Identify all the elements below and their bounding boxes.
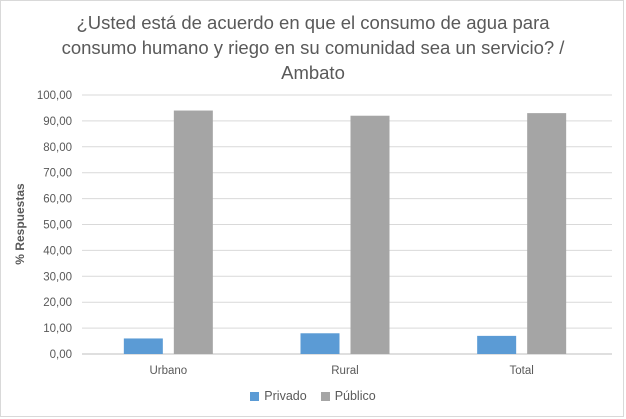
x-tick-label: Total xyxy=(510,365,534,377)
y-tick-label: 60,00 xyxy=(43,194,72,206)
bar-privado-rural xyxy=(300,333,340,354)
bar-pblico-rural xyxy=(350,115,390,354)
legend-label-publico: Público xyxy=(334,389,376,403)
y-tick-label: 20,00 xyxy=(43,297,72,309)
x-tick-label: Urbano xyxy=(149,365,187,377)
y-tick-label: 90,00 xyxy=(43,116,72,128)
legend-item-privado: Privado xyxy=(250,389,307,403)
x-tick-label: Rural xyxy=(331,365,358,377)
bar-pblico-total xyxy=(527,113,567,354)
y-tick-label: 10,00 xyxy=(43,323,72,335)
y-tick-label: 70,00 xyxy=(43,168,72,180)
chart-title: ¿Usted está de acuerdo en que el consumo… xyxy=(61,12,565,83)
legend-item-publico: Público xyxy=(320,389,376,403)
legend-label-privado: Privado xyxy=(264,389,307,403)
legend-swatch-privado xyxy=(250,391,260,401)
y-tick-label: 100,00 xyxy=(37,90,72,102)
y-tick-label: 0,00 xyxy=(50,349,72,361)
chart-legend: Privado Público xyxy=(0,389,626,403)
y-tick-label: 80,00 xyxy=(43,142,72,154)
bar-privado-total xyxy=(477,335,517,354)
y-tick-label: 50,00 xyxy=(43,220,72,232)
y-tick-label: 40,00 xyxy=(43,245,72,257)
bar-privado-urbano xyxy=(123,338,163,354)
bar-pblico-urbano xyxy=(173,110,213,354)
legend-swatch-publico xyxy=(320,391,330,401)
y-tick-label: 30,00 xyxy=(43,271,72,283)
